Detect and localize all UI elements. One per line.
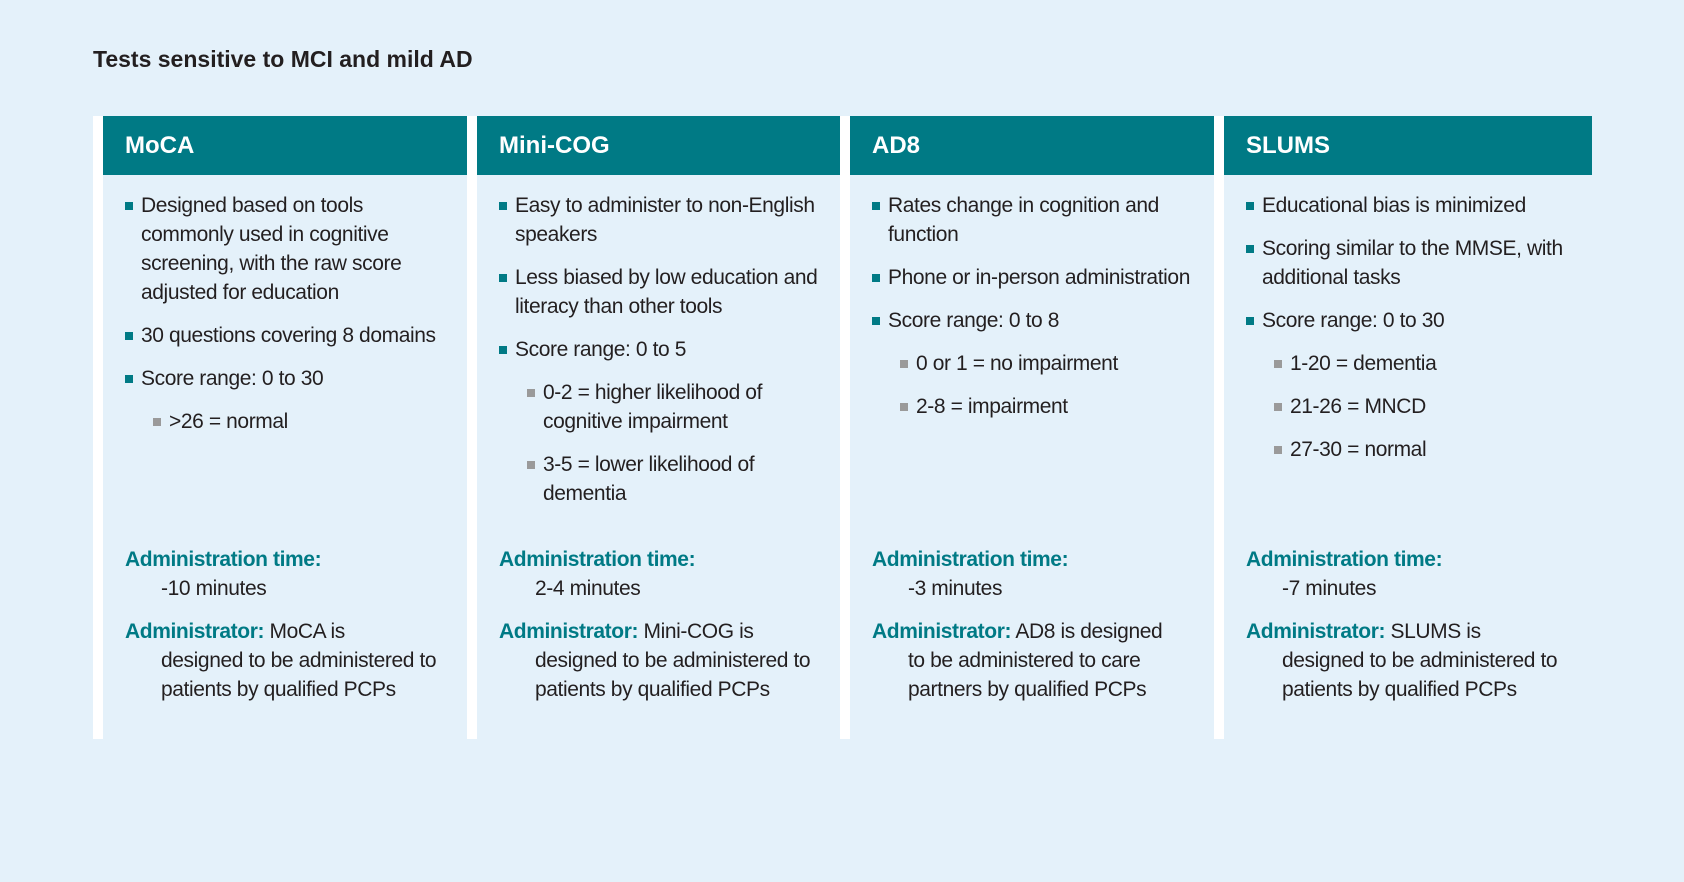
sub-bullet-item: 3-5 = lower likelihood of dementia (527, 450, 832, 508)
bullet-item: Designed based on tools commonly used in… (125, 191, 459, 307)
bullet-item: Score range: 0 to 5 (499, 335, 832, 364)
administrator-text-cont: designed to be administered to patients … (535, 649, 811, 701)
column-header: Mini-COG (477, 116, 840, 175)
bullet-list: Rates change in cognition and function Ph… (872, 191, 1206, 435)
administration-time-value: 2-4 minutes (535, 577, 641, 600)
test-column-ad8: AD8 Rates change in cognition and functio… (840, 116, 1214, 739)
page-title: Tests sensitive to MCI and mild AD (93, 46, 473, 72)
sub-bullet-item: 21-26 = MNCD (1274, 392, 1584, 421)
administrator-text: MoCA is (269, 620, 346, 643)
test-column-slums: SLUMS Educational bias is minimized Scorin… (1214, 116, 1592, 739)
bullet-list: Educational bias is minimized Scoring sim… (1246, 191, 1584, 478)
bullet-item: Score range: 0 to 30 (1246, 306, 1584, 335)
sub-bullet-item: 2-8 = impairment (900, 392, 1206, 421)
administrator-label: Administrator: (872, 620, 1012, 643)
column-body: Designed based on tools commonly used in… (103, 175, 467, 739)
administrator-text-cont: designed to be administered to patients … (161, 649, 437, 701)
sub-bullet-item: 0 or 1 = no impairment (900, 349, 1206, 378)
administration-time-label: Administration time: (499, 548, 696, 571)
administration-time-label: Administration time: (1246, 548, 1443, 571)
sub-bullet-item: 27-30 = normal (1274, 435, 1584, 464)
bullet-item: Educational bias is minimized (1246, 191, 1584, 220)
column-body: Rates change in cognition and function Ph… (850, 175, 1214, 739)
sub-bullet-item: 0-2 = higher likelihood of cognitive imp… (527, 378, 832, 436)
test-column-mini-cog: Mini-COG Easy to administer to non-Englis… (467, 116, 840, 739)
administration-time-label: Administration time: (125, 548, 322, 571)
column-header: AD8 (850, 116, 1214, 175)
administration-info: Administration time: -3 minutes Administ… (872, 545, 1206, 704)
column-body: Educational bias is minimized Scoring sim… (1224, 175, 1592, 739)
bullet-item: Rates change in cognition and function (872, 191, 1206, 249)
administration-info: Administration time: -10 minutes Adminis… (125, 545, 459, 704)
administrator-label: Administrator: (499, 620, 639, 643)
sub-bullet-item: >26 = normal (153, 407, 459, 436)
bullet-list: Designed based on tools commonly used in… (125, 191, 459, 450)
administration-info: Administration time: 2-4 minutes Adminis… (499, 545, 832, 704)
administrator-label: Administrator: (1246, 620, 1386, 643)
bullet-item: Score range: 0 to 30 (125, 364, 459, 393)
sub-bullet-item: 1-20 = dementia (1274, 349, 1584, 378)
administrator-text: AD8 is designed (1015, 620, 1163, 643)
bullet-list: Easy to administer to non-English speake… (499, 191, 832, 522)
administration-time-value: -3 minutes (908, 577, 1003, 600)
administrator-text: SLUMS is (1390, 620, 1482, 643)
column-header: MoCA (103, 116, 467, 175)
administrator-text: Mini-COG is (643, 620, 754, 643)
column-body: Easy to administer to non-English speake… (477, 175, 840, 739)
bullet-item: Easy to administer to non-English speake… (499, 191, 832, 249)
test-column-moca: MoCA Designed based on tools commonly use… (93, 116, 467, 739)
administration-time-value: -10 minutes (161, 577, 267, 600)
administrator-label: Administrator: (125, 620, 265, 643)
column-header: SLUMS (1224, 116, 1592, 175)
administration-time-label: Administration time: (872, 548, 1069, 571)
administrator-text-cont: designed to be administered to patients … (1282, 649, 1558, 701)
bullet-item: Less biased by low education and literac… (499, 263, 832, 321)
bullet-item: Score range: 0 to 8 (872, 306, 1206, 335)
administration-time-value: -7 minutes (1282, 577, 1377, 600)
bullet-item: 30 questions covering 8 domains (125, 321, 459, 350)
bullet-item: Phone or in-person administration (872, 263, 1206, 292)
administration-info: Administration time: -7 minutes Administ… (1246, 545, 1584, 704)
bullet-item: Scoring similar to the MMSE, with additi… (1246, 234, 1584, 292)
administrator-text-cont: to be administered to care partners by q… (908, 649, 1147, 701)
